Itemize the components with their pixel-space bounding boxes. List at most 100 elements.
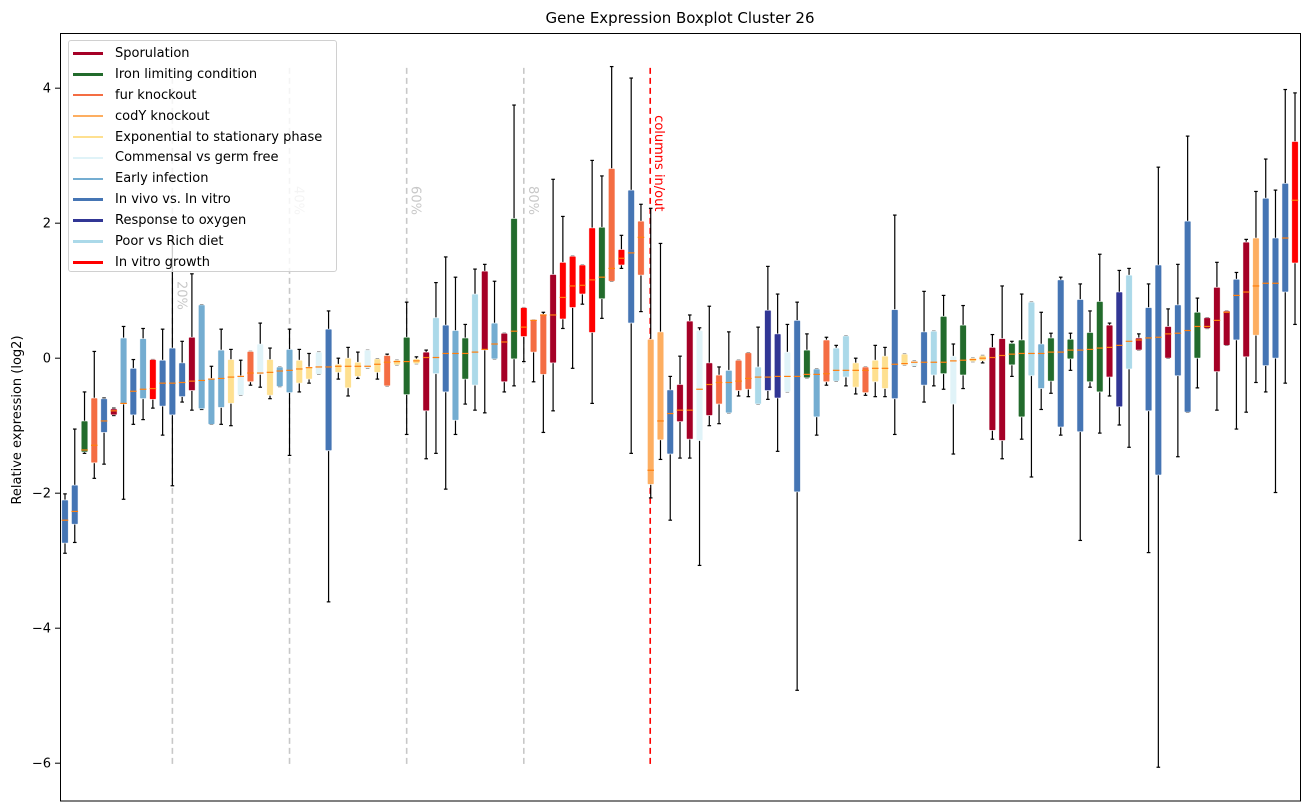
box — [1115, 269, 1123, 426]
box — [988, 333, 997, 440]
box — [949, 343, 958, 455]
box-body — [861, 366, 870, 394]
box — [1242, 238, 1250, 413]
box — [422, 349, 430, 460]
box-body — [90, 397, 98, 464]
box-body — [149, 359, 157, 400]
box — [637, 203, 645, 313]
box-body — [715, 374, 723, 405]
box — [1135, 333, 1143, 351]
box-body — [803, 349, 811, 379]
box-body — [578, 264, 587, 295]
box-body — [188, 336, 196, 391]
legend-swatch — [73, 219, 103, 222]
box — [676, 355, 684, 459]
box — [373, 358, 382, 380]
box — [900, 353, 909, 366]
box — [891, 214, 899, 436]
box — [978, 354, 987, 364]
box-body — [1252, 237, 1260, 336]
box — [471, 268, 479, 411]
box — [754, 326, 762, 405]
box — [666, 375, 674, 521]
box-body — [373, 358, 382, 373]
box — [1183, 135, 1192, 413]
y-tick-label: −6 — [32, 757, 51, 772]
legend-item-iron-limiting: Iron limiting condition — [69, 64, 336, 85]
box — [363, 349, 372, 369]
box — [1057, 276, 1065, 436]
box-body — [529, 319, 538, 353]
box-body — [119, 337, 128, 405]
box — [1271, 189, 1280, 494]
box — [959, 304, 967, 390]
box — [998, 285, 1006, 460]
legend: Sporulation Iron limiting condition fur … — [68, 40, 337, 272]
box-body — [461, 337, 469, 380]
box — [1125, 267, 1133, 448]
box — [647, 207, 655, 499]
box-body — [510, 218, 518, 360]
box-body — [422, 351, 430, 412]
box — [461, 323, 469, 405]
y-tick-label: 4 — [43, 82, 51, 97]
box — [939, 294, 948, 390]
box-body — [1262, 197, 1270, 367]
percentile-label: 20% — [173, 281, 188, 310]
box-body — [481, 270, 489, 351]
legend-item-commensal: Commensal vs germ free — [69, 147, 336, 168]
box — [276, 366, 284, 388]
box-body — [1164, 326, 1172, 359]
box-body — [500, 332, 508, 383]
box — [149, 358, 157, 409]
box-body — [315, 351, 323, 375]
box-body — [1193, 311, 1202, 359]
legend-swatch — [73, 177, 103, 181]
percentile-label: 80% — [525, 186, 540, 215]
legend-label: Iron limiting condition — [115, 66, 258, 82]
box-body — [237, 375, 245, 396]
box — [744, 352, 753, 398]
box — [1066, 332, 1075, 371]
box — [481, 263, 489, 414]
box-body — [744, 352, 753, 390]
box — [1232, 271, 1241, 430]
box-body — [617, 249, 626, 266]
box-body — [1271, 237, 1280, 359]
box-body — [1076, 299, 1084, 433]
box-body — [139, 338, 147, 400]
legend-swatch — [73, 261, 103, 264]
box — [188, 273, 196, 411]
box-body — [1183, 220, 1192, 413]
box-body — [783, 351, 792, 393]
box-body — [559, 261, 567, 320]
box — [783, 323, 792, 393]
legend-label: Commensal vs germ free — [115, 150, 279, 166]
box — [442, 256, 450, 490]
box-body — [1203, 317, 1211, 329]
box — [578, 264, 587, 305]
legend-label: Sporulation — [115, 45, 190, 61]
legend-label: Early infection — [115, 171, 209, 187]
box — [549, 178, 557, 412]
box-body — [832, 347, 840, 382]
box — [1281, 88, 1289, 384]
box-body — [695, 330, 704, 441]
box — [1037, 311, 1045, 411]
box — [1096, 253, 1104, 434]
box — [1164, 308, 1172, 359]
box — [539, 311, 548, 434]
box — [1203, 317, 1211, 330]
box-body — [647, 338, 655, 485]
box — [598, 175, 606, 319]
box-body — [852, 362, 860, 388]
box — [1174, 263, 1182, 458]
box-body — [520, 307, 528, 337]
box-body — [295, 359, 303, 384]
box-body — [227, 359, 235, 404]
reference-lines: 20%40%60%80%columns in/out — [171, 67, 666, 767]
box — [139, 327, 147, 421]
box — [773, 293, 782, 452]
box-body — [207, 378, 216, 425]
